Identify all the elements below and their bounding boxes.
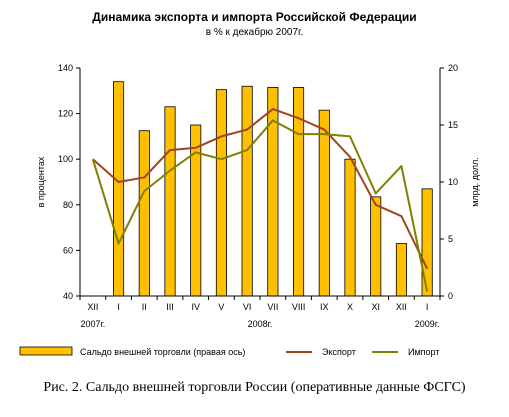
y-axis-right-title: млрд. долл. bbox=[470, 157, 480, 207]
x-tick-label: XI bbox=[371, 302, 380, 312]
x-tick-label: XII bbox=[396, 302, 407, 312]
bar-7 bbox=[267, 86, 279, 297]
left-tick-label: 60 bbox=[63, 245, 73, 255]
bar-13 bbox=[421, 188, 433, 297]
line-import bbox=[91, 119, 429, 292]
chart-subtitle: в % к декабрю 2007г. bbox=[205, 27, 304, 38]
x-tick-label: VII bbox=[267, 302, 278, 312]
x-tick-label: IX bbox=[320, 302, 329, 312]
x-tick-label: II bbox=[142, 302, 147, 312]
bar-2 bbox=[138, 130, 150, 297]
year-label: 2007г. bbox=[80, 319, 105, 329]
x-tick-label: XII bbox=[87, 302, 98, 312]
left-tick-label: 100 bbox=[58, 154, 73, 164]
year-label: 2008г. bbox=[248, 319, 273, 329]
bar-11 bbox=[370, 196, 382, 297]
bar-3 bbox=[164, 106, 176, 297]
bar-10 bbox=[344, 158, 356, 297]
x-tick-label: X bbox=[347, 302, 353, 312]
left-tick-label: 40 bbox=[63, 291, 73, 301]
x-tick-label: IV bbox=[191, 302, 200, 312]
bar-12 bbox=[395, 243, 407, 297]
y-axis-left-title: в процентах bbox=[36, 156, 46, 207]
right-tick-label: 20 bbox=[448, 63, 458, 73]
x-tick-label: I bbox=[117, 302, 120, 312]
year-label: 2009г. bbox=[415, 319, 440, 329]
right-tick-label: 15 bbox=[448, 120, 458, 130]
left-tick-label: 120 bbox=[58, 109, 73, 119]
x-tick-label: VI bbox=[243, 302, 252, 312]
bar-9 bbox=[318, 109, 330, 297]
right-tick-label: 5 bbox=[448, 234, 453, 244]
bar-5 bbox=[215, 89, 227, 297]
left-tick-label: 80 bbox=[63, 200, 73, 210]
x-tick-label: I bbox=[426, 302, 429, 312]
x-tick-label: VIII bbox=[292, 302, 306, 312]
bar-6 bbox=[241, 85, 253, 297]
legend-swatch-balance bbox=[19, 346, 73, 356]
chart-title: Динамика экспорта и импорта Российской Ф… bbox=[92, 10, 417, 24]
line-export bbox=[92, 108, 429, 270]
right-tick-label: 0 bbox=[448, 291, 453, 301]
bar-4 bbox=[190, 124, 202, 297]
right-tick-label: 10 bbox=[448, 177, 458, 187]
bar-1 bbox=[113, 81, 125, 297]
x-tick-label: III bbox=[166, 302, 174, 312]
legend-label-export: Экспорт bbox=[322, 347, 356, 357]
legend-label-import: Импорт bbox=[408, 347, 439, 357]
figure-caption: Рис. 2. Сальдо внешней торговли России (… bbox=[43, 380, 466, 395]
x-tick-label: V bbox=[218, 302, 224, 312]
legend-label-balance: Сальдо внешней торговли (правая ось) bbox=[80, 347, 245, 357]
left-tick-label: 140 bbox=[58, 63, 73, 73]
